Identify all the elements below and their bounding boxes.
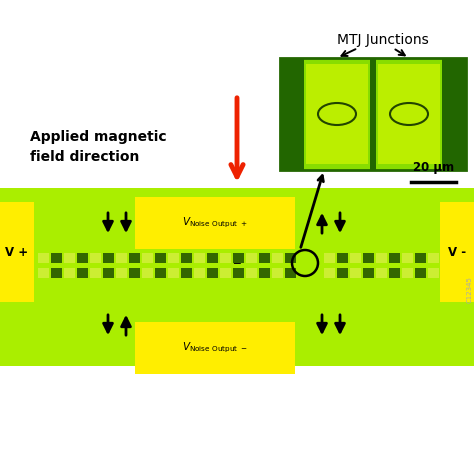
Bar <box>64 268 75 278</box>
Bar <box>142 253 153 263</box>
Text: $V_{\rm Noise\ Output\ -}$: $V_{\rm Noise\ Output\ -}$ <box>182 341 248 355</box>
Bar <box>0 202 34 302</box>
Bar <box>370 58 376 170</box>
Bar <box>194 268 205 278</box>
Bar <box>285 268 296 278</box>
Bar <box>90 253 101 263</box>
Bar <box>259 253 270 263</box>
Bar <box>220 268 231 278</box>
Bar <box>103 268 114 278</box>
Bar <box>38 268 49 278</box>
Bar <box>207 268 218 278</box>
Bar <box>246 253 257 263</box>
Bar <box>135 322 295 374</box>
Bar <box>363 253 374 263</box>
Bar <box>181 253 192 263</box>
Bar <box>207 253 218 263</box>
Bar <box>233 253 244 263</box>
Bar <box>103 253 114 263</box>
Bar <box>415 268 426 278</box>
Bar <box>324 253 335 263</box>
Bar <box>194 253 205 263</box>
Bar <box>442 58 466 170</box>
Bar <box>51 253 62 263</box>
Bar <box>246 268 257 278</box>
Bar <box>155 268 166 278</box>
Bar <box>285 253 296 263</box>
Bar <box>168 253 179 263</box>
Bar <box>389 268 400 278</box>
Bar <box>64 253 75 263</box>
Bar <box>77 253 88 263</box>
Bar <box>280 58 466 170</box>
Bar <box>129 268 140 278</box>
Bar <box>306 64 368 164</box>
Bar <box>280 58 304 170</box>
Bar <box>272 268 283 278</box>
Bar <box>259 268 270 278</box>
Bar <box>51 268 62 278</box>
Bar <box>402 253 413 263</box>
Bar <box>324 268 335 278</box>
Bar <box>428 253 439 263</box>
Text: MTJ Junctions: MTJ Junctions <box>337 33 429 47</box>
Bar <box>378 64 440 164</box>
Bar <box>350 268 361 278</box>
Bar <box>77 268 88 278</box>
Bar <box>415 253 426 263</box>
Bar <box>440 202 474 302</box>
Bar <box>0 188 474 366</box>
Bar <box>116 268 127 278</box>
Bar <box>376 253 387 263</box>
Bar <box>135 197 295 249</box>
Bar <box>116 253 127 263</box>
Bar <box>337 253 348 263</box>
Bar <box>142 268 153 278</box>
Bar <box>337 268 348 278</box>
Text: $V_{\rm Noise\ Output\ +}$: $V_{\rm Noise\ Output\ +}$ <box>182 216 248 230</box>
Bar <box>376 268 387 278</box>
Text: Applied magnetic
field direction: Applied magnetic field direction <box>30 130 167 164</box>
Bar <box>233 268 244 278</box>
Bar <box>272 253 283 263</box>
Bar <box>428 268 439 278</box>
Bar <box>220 253 231 263</box>
Text: 20 μm: 20 μm <box>413 161 455 174</box>
Bar <box>363 268 374 278</box>
Bar <box>350 253 361 263</box>
Text: V +: V + <box>5 246 28 258</box>
Text: V -: V - <box>448 246 466 258</box>
Bar <box>181 268 192 278</box>
Text: ─: ─ <box>234 258 240 268</box>
Bar <box>168 268 179 278</box>
Bar <box>38 253 49 263</box>
Bar <box>90 268 101 278</box>
Bar <box>402 268 413 278</box>
Bar <box>389 253 400 263</box>
Text: C12345: C12345 <box>467 276 473 303</box>
Bar <box>129 253 140 263</box>
Bar <box>155 253 166 263</box>
